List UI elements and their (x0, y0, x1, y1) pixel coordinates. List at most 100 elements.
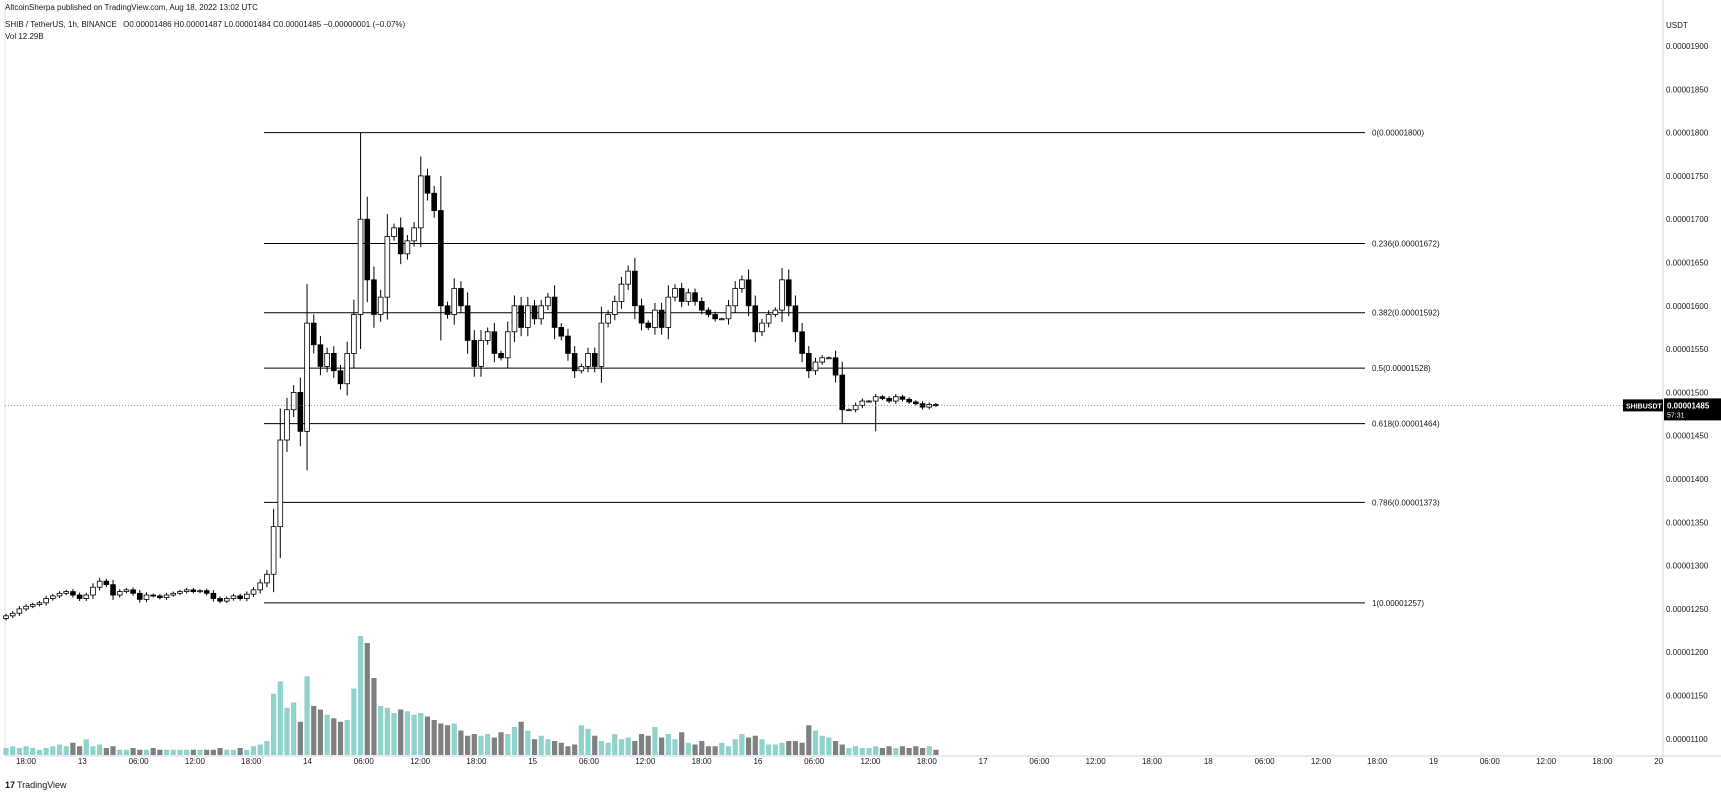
time-axis-tick: 12:00 (185, 757, 206, 766)
candle-body (645, 322, 652, 328)
candle-body (110, 584, 116, 596)
candle-body (859, 400, 866, 406)
volume-bar (752, 735, 758, 755)
price-axis-tick: 0.00001500 (1666, 388, 1709, 397)
candle-body (250, 589, 257, 595)
volume-label: Vol 12.29B (5, 32, 44, 41)
time-axis-tick: 12:00 (1311, 757, 1332, 766)
time-axis-tick: 15 (528, 757, 537, 766)
volume-bar (551, 741, 558, 755)
candle-body (56, 592, 63, 597)
time-axis-tick: 12:00 (860, 757, 881, 766)
price-axis-tick: 0.00001300 (1666, 562, 1709, 571)
volume-bar (545, 739, 551, 755)
time-axis-tick: 12:00 (1536, 757, 1557, 766)
volume-bar (491, 737, 497, 755)
candle-body (310, 322, 317, 346)
fib-level-label: 1(0.00001257) (1372, 599, 1424, 608)
volume-bar (832, 741, 839, 755)
volume-bar (36, 749, 43, 755)
volume-bar (371, 678, 377, 755)
candle-body (892, 396, 899, 402)
candle-body (411, 227, 417, 242)
candle-body (284, 409, 290, 441)
candle-body (705, 309, 712, 315)
volume-bar (906, 748, 912, 755)
last-price-value: 0.00001485 (1667, 401, 1710, 410)
candle-body (799, 331, 805, 354)
candle-body (812, 361, 819, 372)
volume-bar (531, 739, 538, 755)
candle-body (504, 331, 511, 359)
volume-bar (357, 636, 364, 755)
candle-body (926, 404, 933, 408)
volume-bar (16, 748, 22, 755)
fib-level-label: 0.236(0.00001672) (1372, 239, 1440, 248)
candle-body (779, 279, 785, 311)
price-axis-tick: 0.00001650 (1666, 259, 1709, 268)
candle-body (331, 353, 337, 372)
time-axis-tick: 18:00 (1142, 757, 1163, 766)
candle-body (170, 592, 177, 596)
fib-level-label: 0.382(0.00001592) (1372, 309, 1440, 318)
volume-bar (110, 746, 116, 755)
volume-bar (732, 739, 738, 755)
tradingview-logo-mark: 17 (5, 780, 16, 790)
candle-body (866, 400, 872, 403)
fib-level-label: 0(0.00001800) (1372, 129, 1424, 138)
candle-body (143, 594, 150, 600)
candle-body (565, 335, 571, 354)
candle-body (197, 590, 203, 593)
candle-body (598, 322, 605, 367)
volume-bar (919, 748, 926, 755)
ohlc-values: O0.00001486 H0.00001487 L0.00001484 C0.0… (123, 20, 406, 29)
candle-body (531, 305, 538, 320)
volume-bar (819, 735, 825, 755)
candle-body (90, 586, 96, 596)
candle-body (177, 591, 183, 594)
tradingview-logo[interactable]: 17 TradingView (5, 780, 67, 790)
time-axis-tick: 06:00 (1255, 757, 1276, 766)
candle-body (511, 305, 518, 333)
candle-body (551, 296, 558, 328)
symbol-ohlc-line: SHIB / TetherUS, 1h, BINANCE O0.00001486… (5, 20, 405, 29)
volume-bar (518, 721, 524, 755)
time-axis-tick: 18:00 (1592, 757, 1613, 766)
candle-body (103, 580, 110, 586)
volume-bar (538, 735, 544, 755)
time-axis-tick: 16 (753, 757, 762, 766)
candle-body (719, 318, 725, 321)
time-axis-tick: 18:00 (1367, 757, 1388, 766)
candle-body (872, 396, 879, 402)
candle-body (9, 612, 16, 617)
candle-body (678, 288, 685, 302)
price-axis-tick: 0.00001400 (1666, 475, 1709, 484)
volume-bar (257, 744, 263, 755)
candle-body (725, 305, 732, 320)
volume-bar (645, 735, 651, 755)
candle-body (190, 589, 197, 592)
volume-bar (210, 749, 216, 755)
volume-bar (779, 742, 785, 755)
candle-body (839, 374, 846, 411)
volume-bar (250, 746, 257, 755)
candle-body (324, 353, 330, 367)
volume-bar (705, 746, 712, 755)
candle-body (585, 353, 591, 367)
candle-body (377, 296, 384, 315)
candle-body (364, 218, 371, 281)
candle-body (444, 305, 451, 315)
candle-body (759, 322, 765, 333)
volume-bar (3, 748, 9, 755)
volume-bar (505, 734, 511, 755)
time-axis-tick: 17 (979, 757, 988, 766)
volume-bar (638, 734, 645, 755)
volume-bar (76, 746, 83, 755)
volume-bar (592, 735, 598, 755)
volume-bar (56, 744, 63, 755)
candle-body (424, 175, 431, 194)
symbol-label: SHIB / TetherUS, 1h, BINANCE (5, 20, 117, 29)
volume-bar (184, 749, 190, 755)
volume-bar (766, 744, 772, 755)
